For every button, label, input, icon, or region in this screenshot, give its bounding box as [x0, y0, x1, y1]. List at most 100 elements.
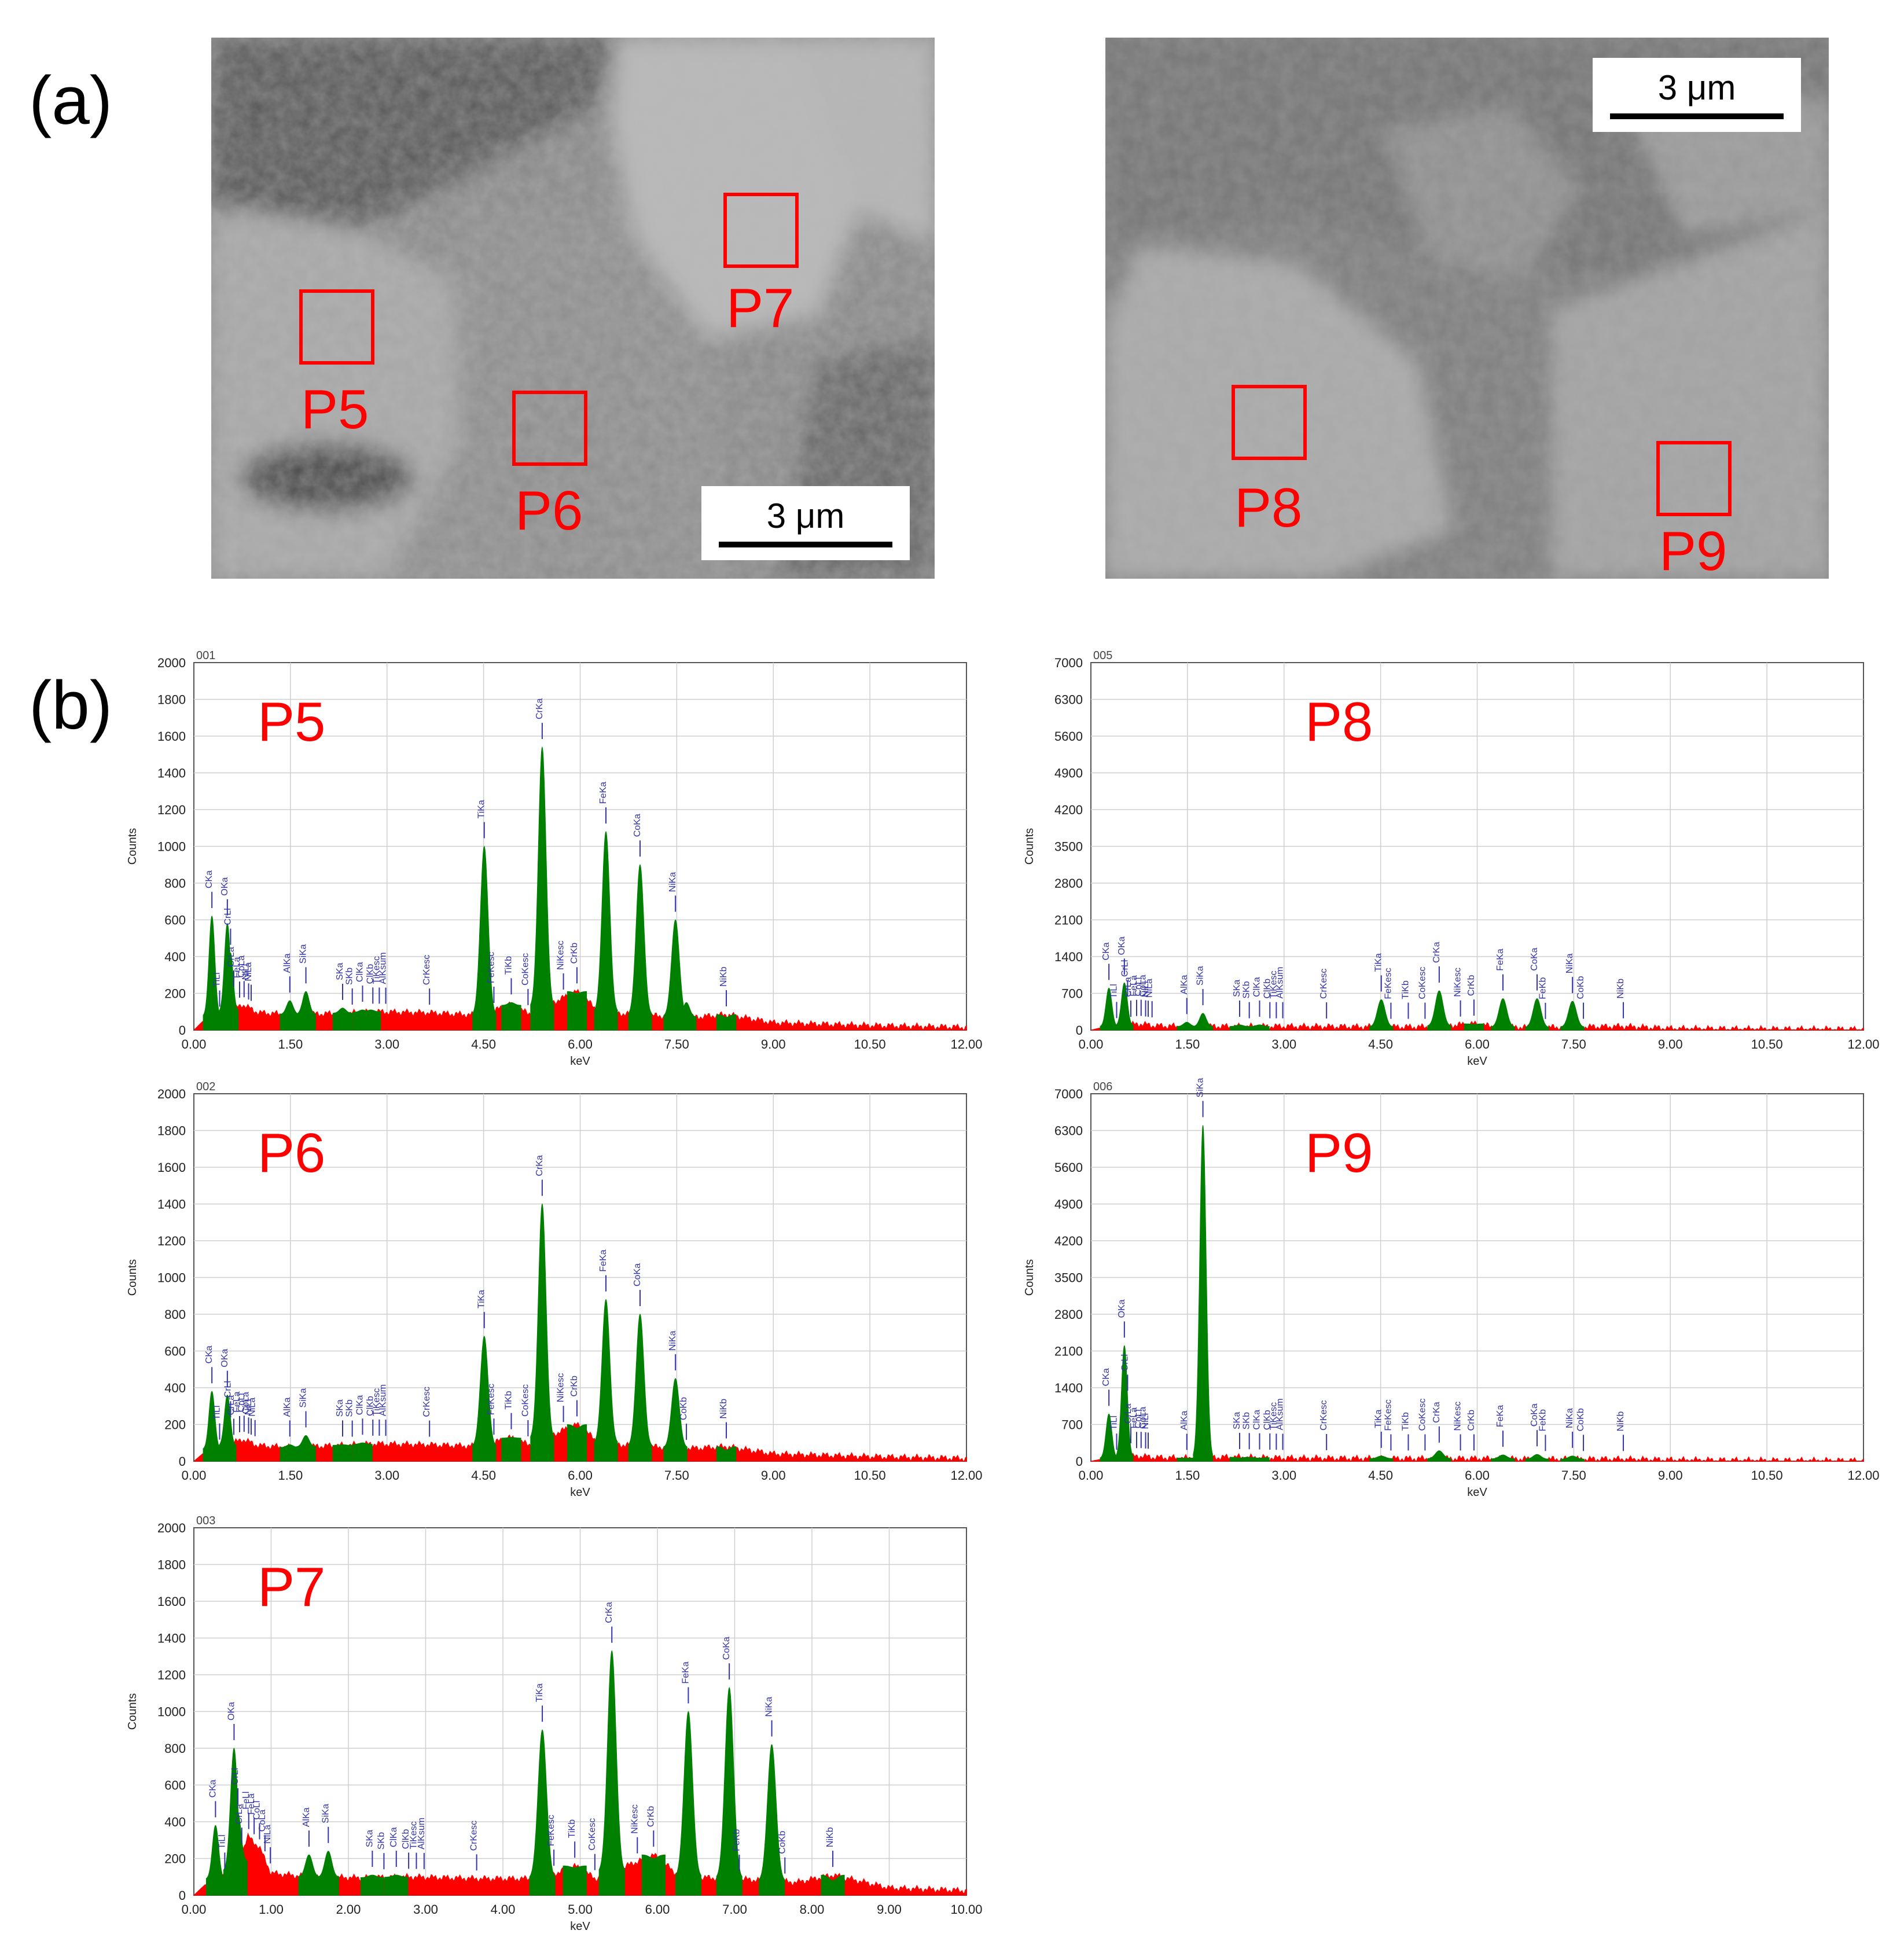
- y-tick-label: 1600: [157, 1594, 186, 1609]
- peak-label: CKa: [204, 1345, 214, 1363]
- peak-label: CoLa: [237, 955, 247, 977]
- y-tick-label: 7000: [1054, 1087, 1083, 1101]
- peak-label: AlKa: [282, 953, 292, 973]
- scale-bar-label: 3 μm: [1657, 68, 1736, 107]
- x-axis-label: keV: [570, 1920, 590, 1933]
- y-tick-label: 0: [1076, 1023, 1083, 1038]
- element-peak: [563, 1865, 587, 1896]
- x-tick-label: 9.00: [877, 1902, 902, 1917]
- peak-label: CoKesc: [520, 1384, 530, 1417]
- y-tick-label: 1400: [157, 766, 186, 781]
- element-peak: [594, 1299, 618, 1462]
- peak-label: SKb: [1242, 981, 1252, 998]
- y-tick-label: 700: [1061, 987, 1083, 1001]
- peak-label: NiKesc: [1453, 1402, 1463, 1431]
- y-tick-label: 1600: [157, 1160, 186, 1175]
- peak-label: SKb: [1242, 1412, 1252, 1429]
- peak-label: ClKb: [1262, 979, 1272, 999]
- peak-label: CrKesc: [1319, 1400, 1329, 1431]
- peak-label: TiLl: [212, 972, 222, 987]
- element-peak: [298, 1854, 320, 1896]
- peak-label: NiLl: [244, 1399, 253, 1415]
- peak-label: TiLl: [217, 1834, 227, 1849]
- peak-label: TiKesc: [409, 1821, 418, 1849]
- peak-label: AlKsum: [378, 1384, 388, 1416]
- peak-label: CoLa: [1138, 1407, 1148, 1429]
- x-tick-label: 12.00: [1847, 1468, 1879, 1483]
- element-peak: [222, 952, 239, 1031]
- spectrum-id: 002: [196, 1080, 215, 1093]
- element-peak: [628, 864, 652, 1031]
- peak-label: FeKa: [1495, 1405, 1505, 1427]
- peak-label: OKa: [220, 877, 230, 896]
- peak-label: SKb: [376, 1832, 386, 1850]
- y-tick-label: 3500: [1054, 1271, 1083, 1285]
- x-tick-label: 3.00: [374, 1468, 399, 1483]
- peak-label: NiKa: [668, 1330, 678, 1351]
- peak-label: CrLl: [230, 1768, 240, 1785]
- spectrum-sample-label: P8: [1305, 691, 1373, 753]
- y-tick-label: 800: [164, 1307, 186, 1322]
- element-peak: [501, 1437, 521, 1462]
- peak-label: SKa: [335, 1399, 345, 1417]
- y-tick-label: 1400: [1054, 950, 1083, 964]
- peak-label: CrKesc: [469, 1821, 479, 1851]
- peak-label: CrLa: [226, 1395, 236, 1415]
- peak-label: CrLl: [223, 908, 233, 925]
- background-continuum: [1090, 1452, 1864, 1462]
- y-tick-label: 2000: [157, 1087, 186, 1101]
- y-tick-label: 2800: [1054, 1307, 1083, 1322]
- peak-label: ClKa: [355, 962, 365, 982]
- element-peak: [641, 1854, 666, 1896]
- peak-label: NiKa: [1565, 1408, 1575, 1428]
- roi-p5: [299, 289, 374, 365]
- peak-label: AlKsum: [378, 952, 388, 984]
- element-peak: [228, 1812, 248, 1896]
- peak-label: NiKb: [1616, 1411, 1626, 1432]
- roi-label-p7: P7: [726, 277, 795, 339]
- spectrum-sample-label: P6: [258, 1122, 325, 1184]
- peak-label: OKa: [220, 1349, 230, 1367]
- x-tick-label: 7.50: [664, 1468, 689, 1483]
- spectrum-sample-label: P5: [258, 691, 325, 753]
- x-tick-label: 4.50: [471, 1468, 496, 1483]
- element-peak: [1427, 1450, 1451, 1462]
- peak-label: CrKb: [1466, 975, 1476, 997]
- x-tick-label: 12.00: [950, 1037, 982, 1051]
- y-tick-label: 4200: [1054, 803, 1083, 817]
- roi-p7: [723, 193, 799, 268]
- eds-chart-svg: 0.00 1.50 3.00 4.50 6.00 7.50 9.00 10.50 12.00 0 2…: [126, 1080, 983, 1499]
- peak-label: FeLa: [232, 957, 242, 979]
- peak-label: SKa: [335, 963, 345, 980]
- sem-texture-left: [211, 38, 935, 579]
- peak-label: CKa: [1101, 942, 1111, 960]
- y-tick-label: 1800: [157, 1124, 186, 1138]
- element-peak: [821, 1874, 845, 1896]
- peak-label: NiKa: [668, 872, 678, 892]
- x-tick-label: 1.00: [259, 1902, 284, 1917]
- element-peak: [203, 916, 221, 1031]
- peak-label: CrLl: [1120, 960, 1130, 977]
- peak-label: NiKesc: [1453, 968, 1463, 997]
- y-tick-label: 2100: [1054, 913, 1083, 928]
- x-tick-label: 7.50: [1561, 1037, 1586, 1051]
- element-peak: [472, 1336, 497, 1462]
- peak-label: TiLl: [212, 1406, 222, 1420]
- eds-spectrum-p8: 0.00 1.50 3.00 4.50 6.00 7.50 9.00 10.50 12.00 0 7…: [1001, 645, 1887, 1073]
- peak-label: TiKa: [1374, 1410, 1384, 1428]
- peak-label: ClKa: [355, 1395, 365, 1415]
- y-tick-label: 1400: [1054, 1381, 1083, 1395]
- peak-label: SiKa: [321, 1804, 330, 1823]
- peak-label: AlKa: [1179, 975, 1189, 994]
- peak-label: NiKesc: [556, 940, 566, 970]
- peak-label: FeKb: [1538, 1409, 1548, 1431]
- peak-label: TiKa: [535, 1683, 545, 1702]
- x-tick-label: 3.00: [413, 1902, 438, 1917]
- x-tick-label: 10.50: [854, 1468, 886, 1483]
- peak-label: CoKb: [1576, 1408, 1586, 1431]
- peak-label: CrKa: [1432, 1402, 1442, 1423]
- element-peak: [296, 1435, 316, 1462]
- element-peak: [530, 746, 554, 1031]
- y-tick-label: 3500: [1054, 840, 1083, 854]
- x-tick-label: 6.00: [568, 1037, 593, 1051]
